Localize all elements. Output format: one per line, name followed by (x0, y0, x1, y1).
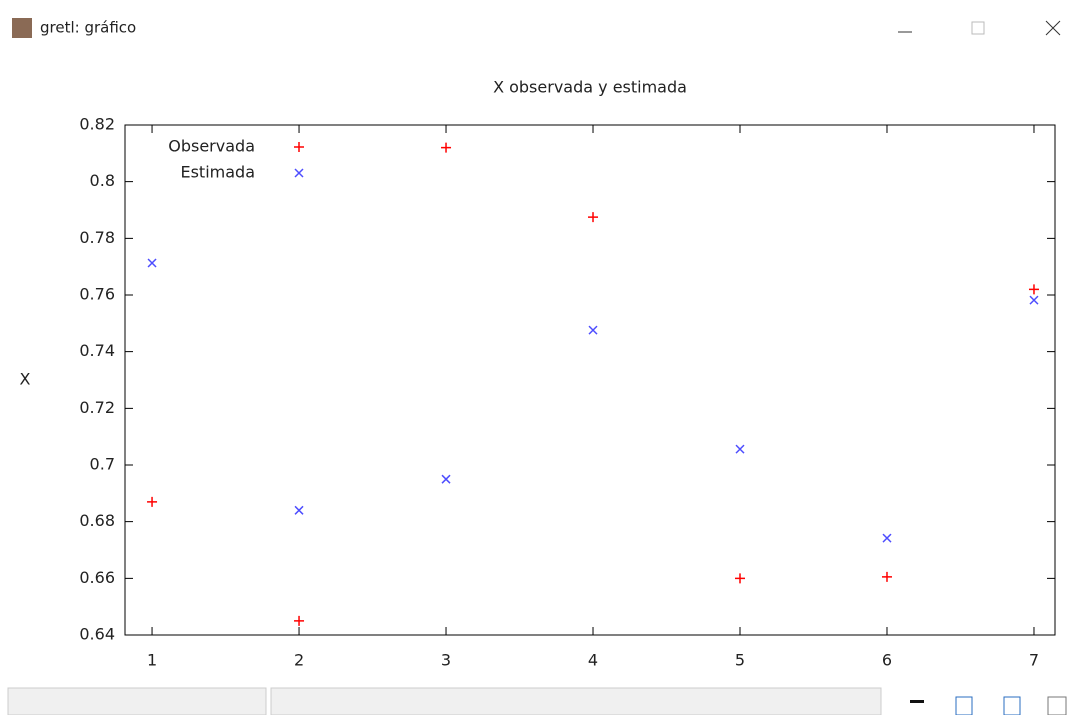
x-tick-label: 4 (588, 651, 598, 670)
menu-button[interactable] (910, 700, 924, 703)
point (589, 326, 597, 334)
x-tick-label: 2 (294, 651, 304, 670)
print-button[interactable] (1048, 697, 1066, 715)
point (736, 445, 744, 453)
x-tick-label: 1 (147, 651, 157, 670)
window: gretl: gráfico X observada y estimada X … (0, 0, 1083, 715)
y-tick-label: 0.68 (79, 511, 115, 530)
pan-button[interactable] (1004, 697, 1020, 715)
point (735, 573, 745, 583)
y-tick-label: 0.76 (79, 285, 115, 304)
point (147, 497, 157, 507)
x-tick-label: 6 (882, 651, 892, 670)
y-tick-label: 0.7 (90, 455, 115, 474)
legend-label: Estimada (180, 163, 255, 182)
y-axis-label: X (20, 370, 31, 389)
chart-title: X observada y estimada (493, 78, 687, 97)
point (588, 212, 598, 222)
maximize-button[interactable] (972, 22, 984, 34)
x-tick-label: 5 (735, 651, 745, 670)
y-tick-label: 0.66 (79, 568, 115, 587)
y-tick-label: 0.8 (90, 171, 115, 190)
point (442, 475, 450, 483)
close-button[interactable] (1046, 21, 1060, 35)
point (883, 534, 891, 542)
point (882, 572, 892, 582)
y-tick-label: 0.78 (79, 228, 115, 247)
zoom-button[interactable] (956, 697, 972, 715)
app-icon (12, 18, 32, 38)
status-bar (8, 688, 266, 715)
y-tick-label: 0.74 (79, 341, 115, 360)
point (1029, 284, 1039, 294)
status-bar (271, 688, 881, 715)
point (295, 506, 303, 514)
point (1030, 296, 1038, 304)
point (294, 616, 304, 626)
point (441, 143, 451, 153)
y-tick-label: 0.64 (79, 625, 115, 644)
legend-marker (295, 169, 303, 177)
legend-label: Observada (168, 137, 255, 156)
window-title: gretl: gráfico (40, 19, 136, 37)
legend-marker (294, 142, 304, 152)
plot-frame (125, 125, 1055, 635)
x-tick-label: 3 (441, 651, 451, 670)
point (148, 259, 156, 267)
y-tick-label: 0.82 (79, 115, 115, 134)
x-tick-label: 7 (1029, 651, 1039, 670)
page: gretl: gráfico X observada y estimada X … (0, 0, 1083, 715)
y-tick-label: 0.72 (79, 398, 115, 417)
